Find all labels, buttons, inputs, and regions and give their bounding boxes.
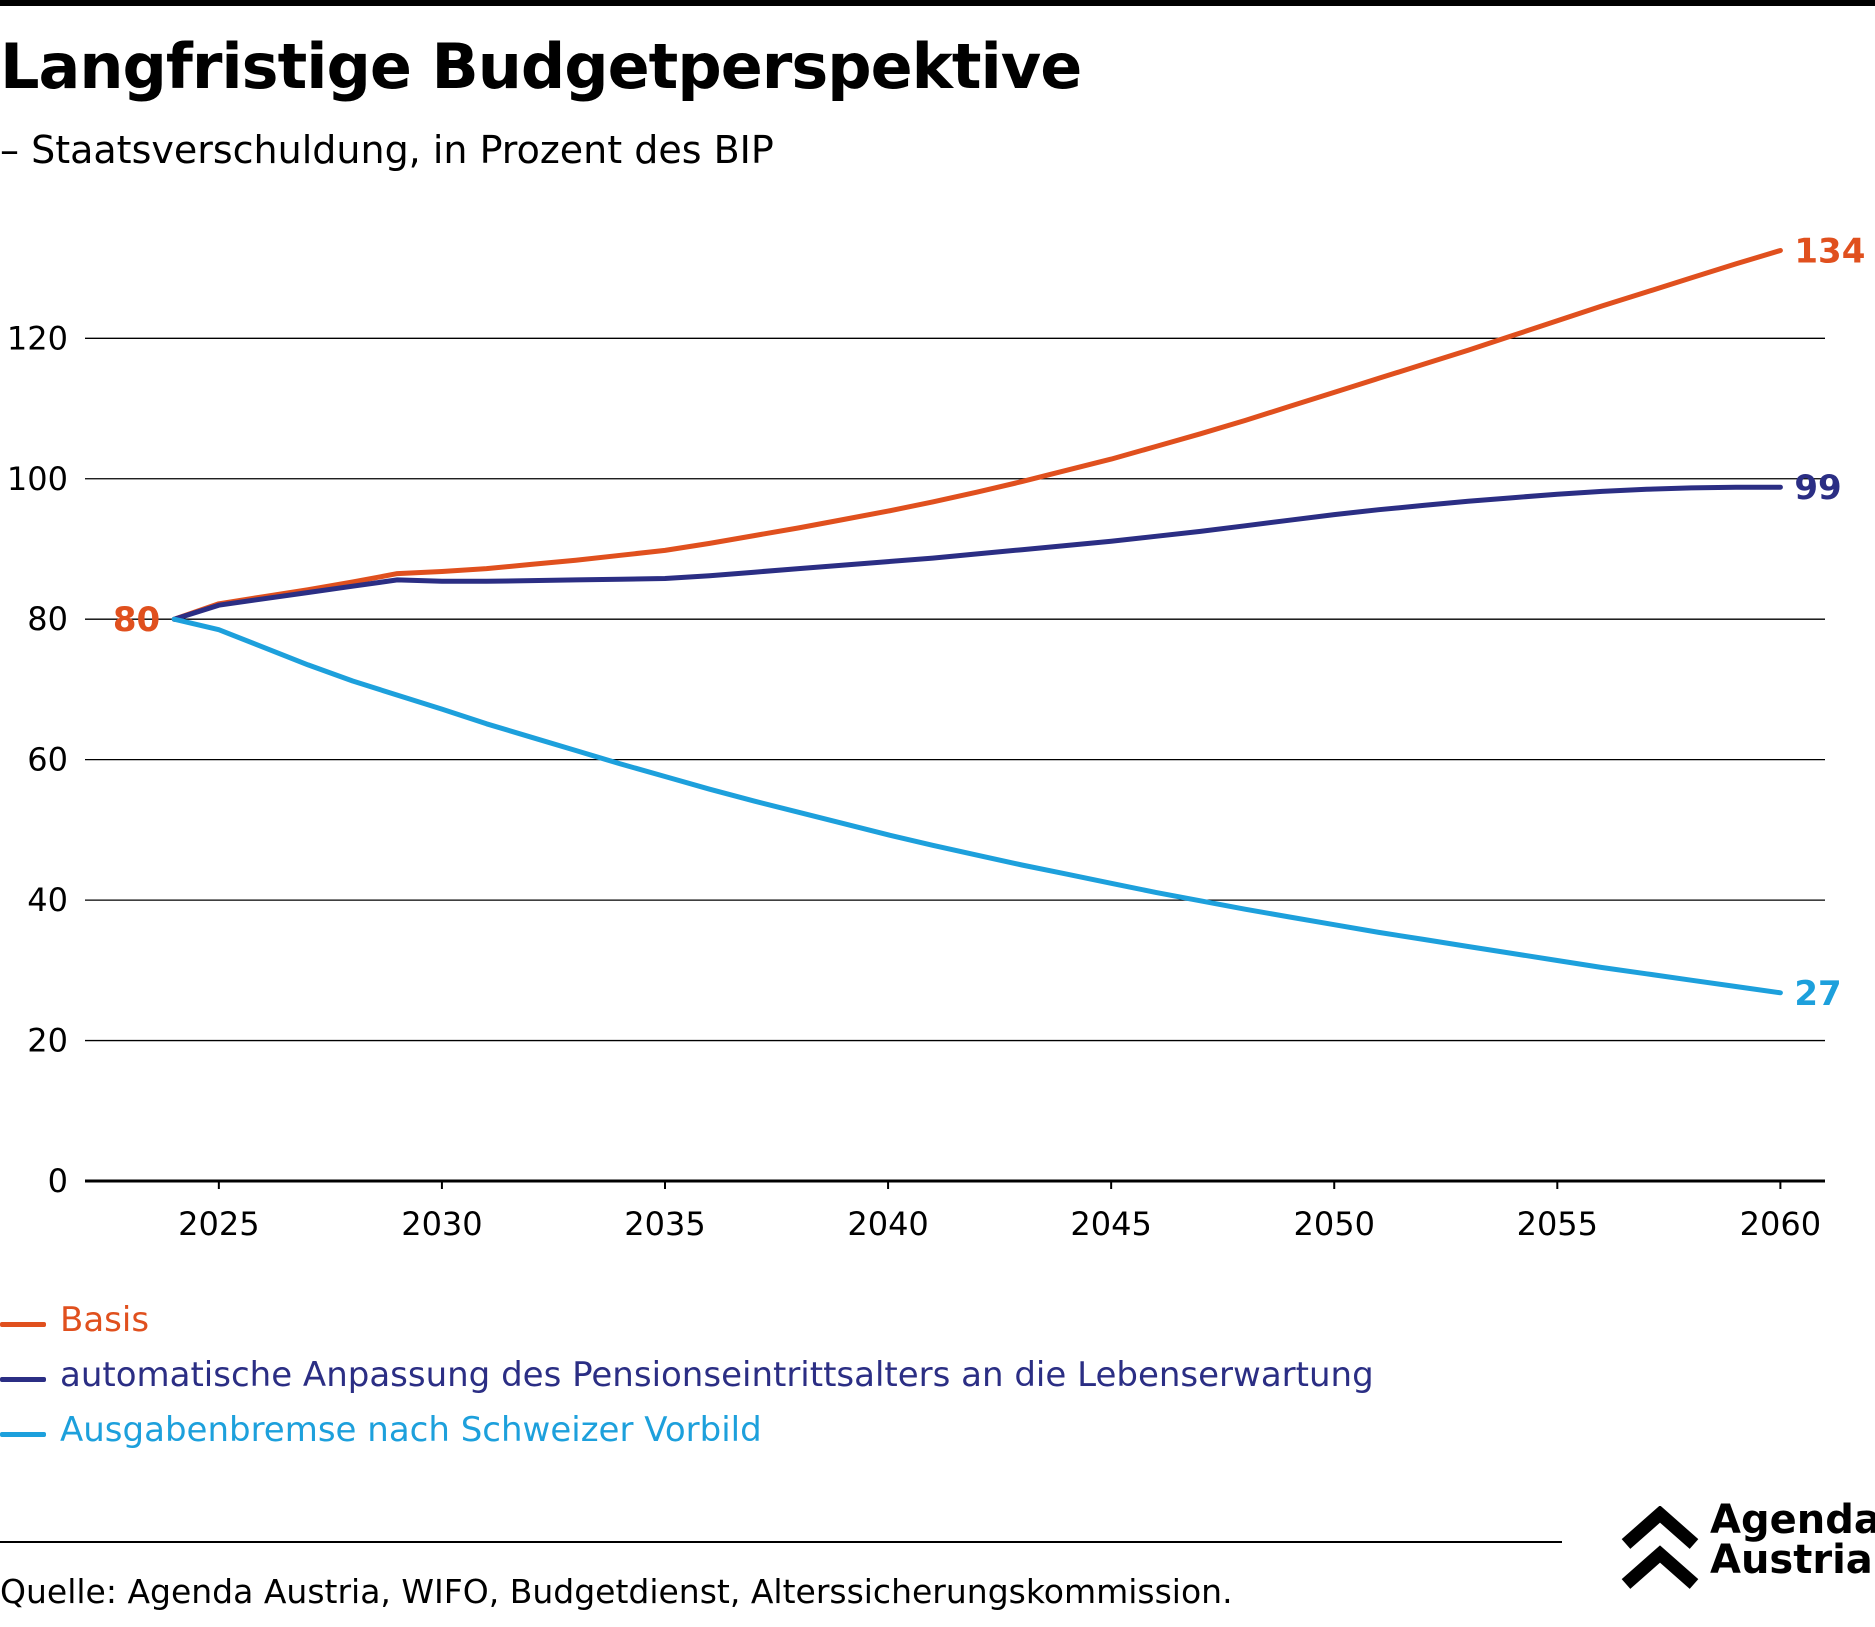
y-tick-label: 120 (7, 319, 68, 357)
legend-swatch (0, 1322, 46, 1327)
bottom-rule (0, 1541, 1562, 1543)
grid-lines (85, 337, 1825, 1183)
y-tick-label: 0 (48, 1162, 68, 1200)
chart-subtitle: – Staatsverschuldung, in Prozent des BIP (0, 128, 774, 172)
x-tick-label: 2040 (847, 1205, 928, 1243)
y-tick-label: 40 (27, 881, 68, 919)
y-tick-label: 100 (7, 460, 68, 498)
end-label-2: 27 (1794, 974, 1841, 1014)
legend-swatch (0, 1377, 46, 1382)
legend-label: Ausgabenbremse nach Schweizer Vorbild (60, 1410, 762, 1450)
y-axis-ticks: 0 20 40 60 80 100 120 (7, 319, 68, 1200)
x-tick-label: 2030 (401, 1205, 482, 1243)
series-line-0 (171, 248, 1783, 622)
x-tick-label: 2035 (624, 1205, 705, 1243)
logo-line-1: Agenda (1710, 1497, 1875, 1543)
x-tick-label: 2050 (1294, 1205, 1375, 1243)
source-note: Quelle: Agenda Austria, WIFO, Budgetdien… (0, 1572, 1233, 1611)
y-tick-label: 20 (27, 1022, 68, 1060)
end-label-0: 134 (1794, 232, 1865, 272)
x-tick-label: 2025 (178, 1205, 259, 1243)
agenda-austria-logo: Agenda Austria (1620, 1500, 1875, 1600)
x-tick-label: 2055 (1517, 1205, 1598, 1243)
y-tick-label: 80 (27, 600, 68, 638)
double-chevron-icon (1621, 1506, 1699, 1589)
x-tick-label: 2045 (1070, 1205, 1151, 1243)
legend-label: Basis (60, 1300, 150, 1340)
logo-text: Agenda Austria (1710, 1500, 1875, 1580)
y-tick-label: 60 (27, 741, 68, 779)
series-line-1 (171, 484, 1783, 622)
chart-title: Langfristige Budgetperspektive (0, 30, 1082, 103)
top-rule (0, 0, 1875, 6)
series-line-2 (171, 616, 1783, 996)
end-label-1: 99 (1794, 468, 1841, 508)
logo-line-2: Austria (1710, 1537, 1873, 1583)
x-axis-ticks: 2025 2030 2035 2040 2045 2050 2055 2060 (178, 1181, 1821, 1243)
legend-label: automatische Anpassung des Pensionseintr… (60, 1355, 1374, 1395)
x-tick-label: 2060 (1740, 1205, 1821, 1243)
start-label: 80 (113, 600, 160, 640)
legend-swatch (0, 1432, 46, 1437)
end-labels: 134 99 27 80 (113, 232, 1865, 1014)
series-lines (171, 248, 1783, 996)
